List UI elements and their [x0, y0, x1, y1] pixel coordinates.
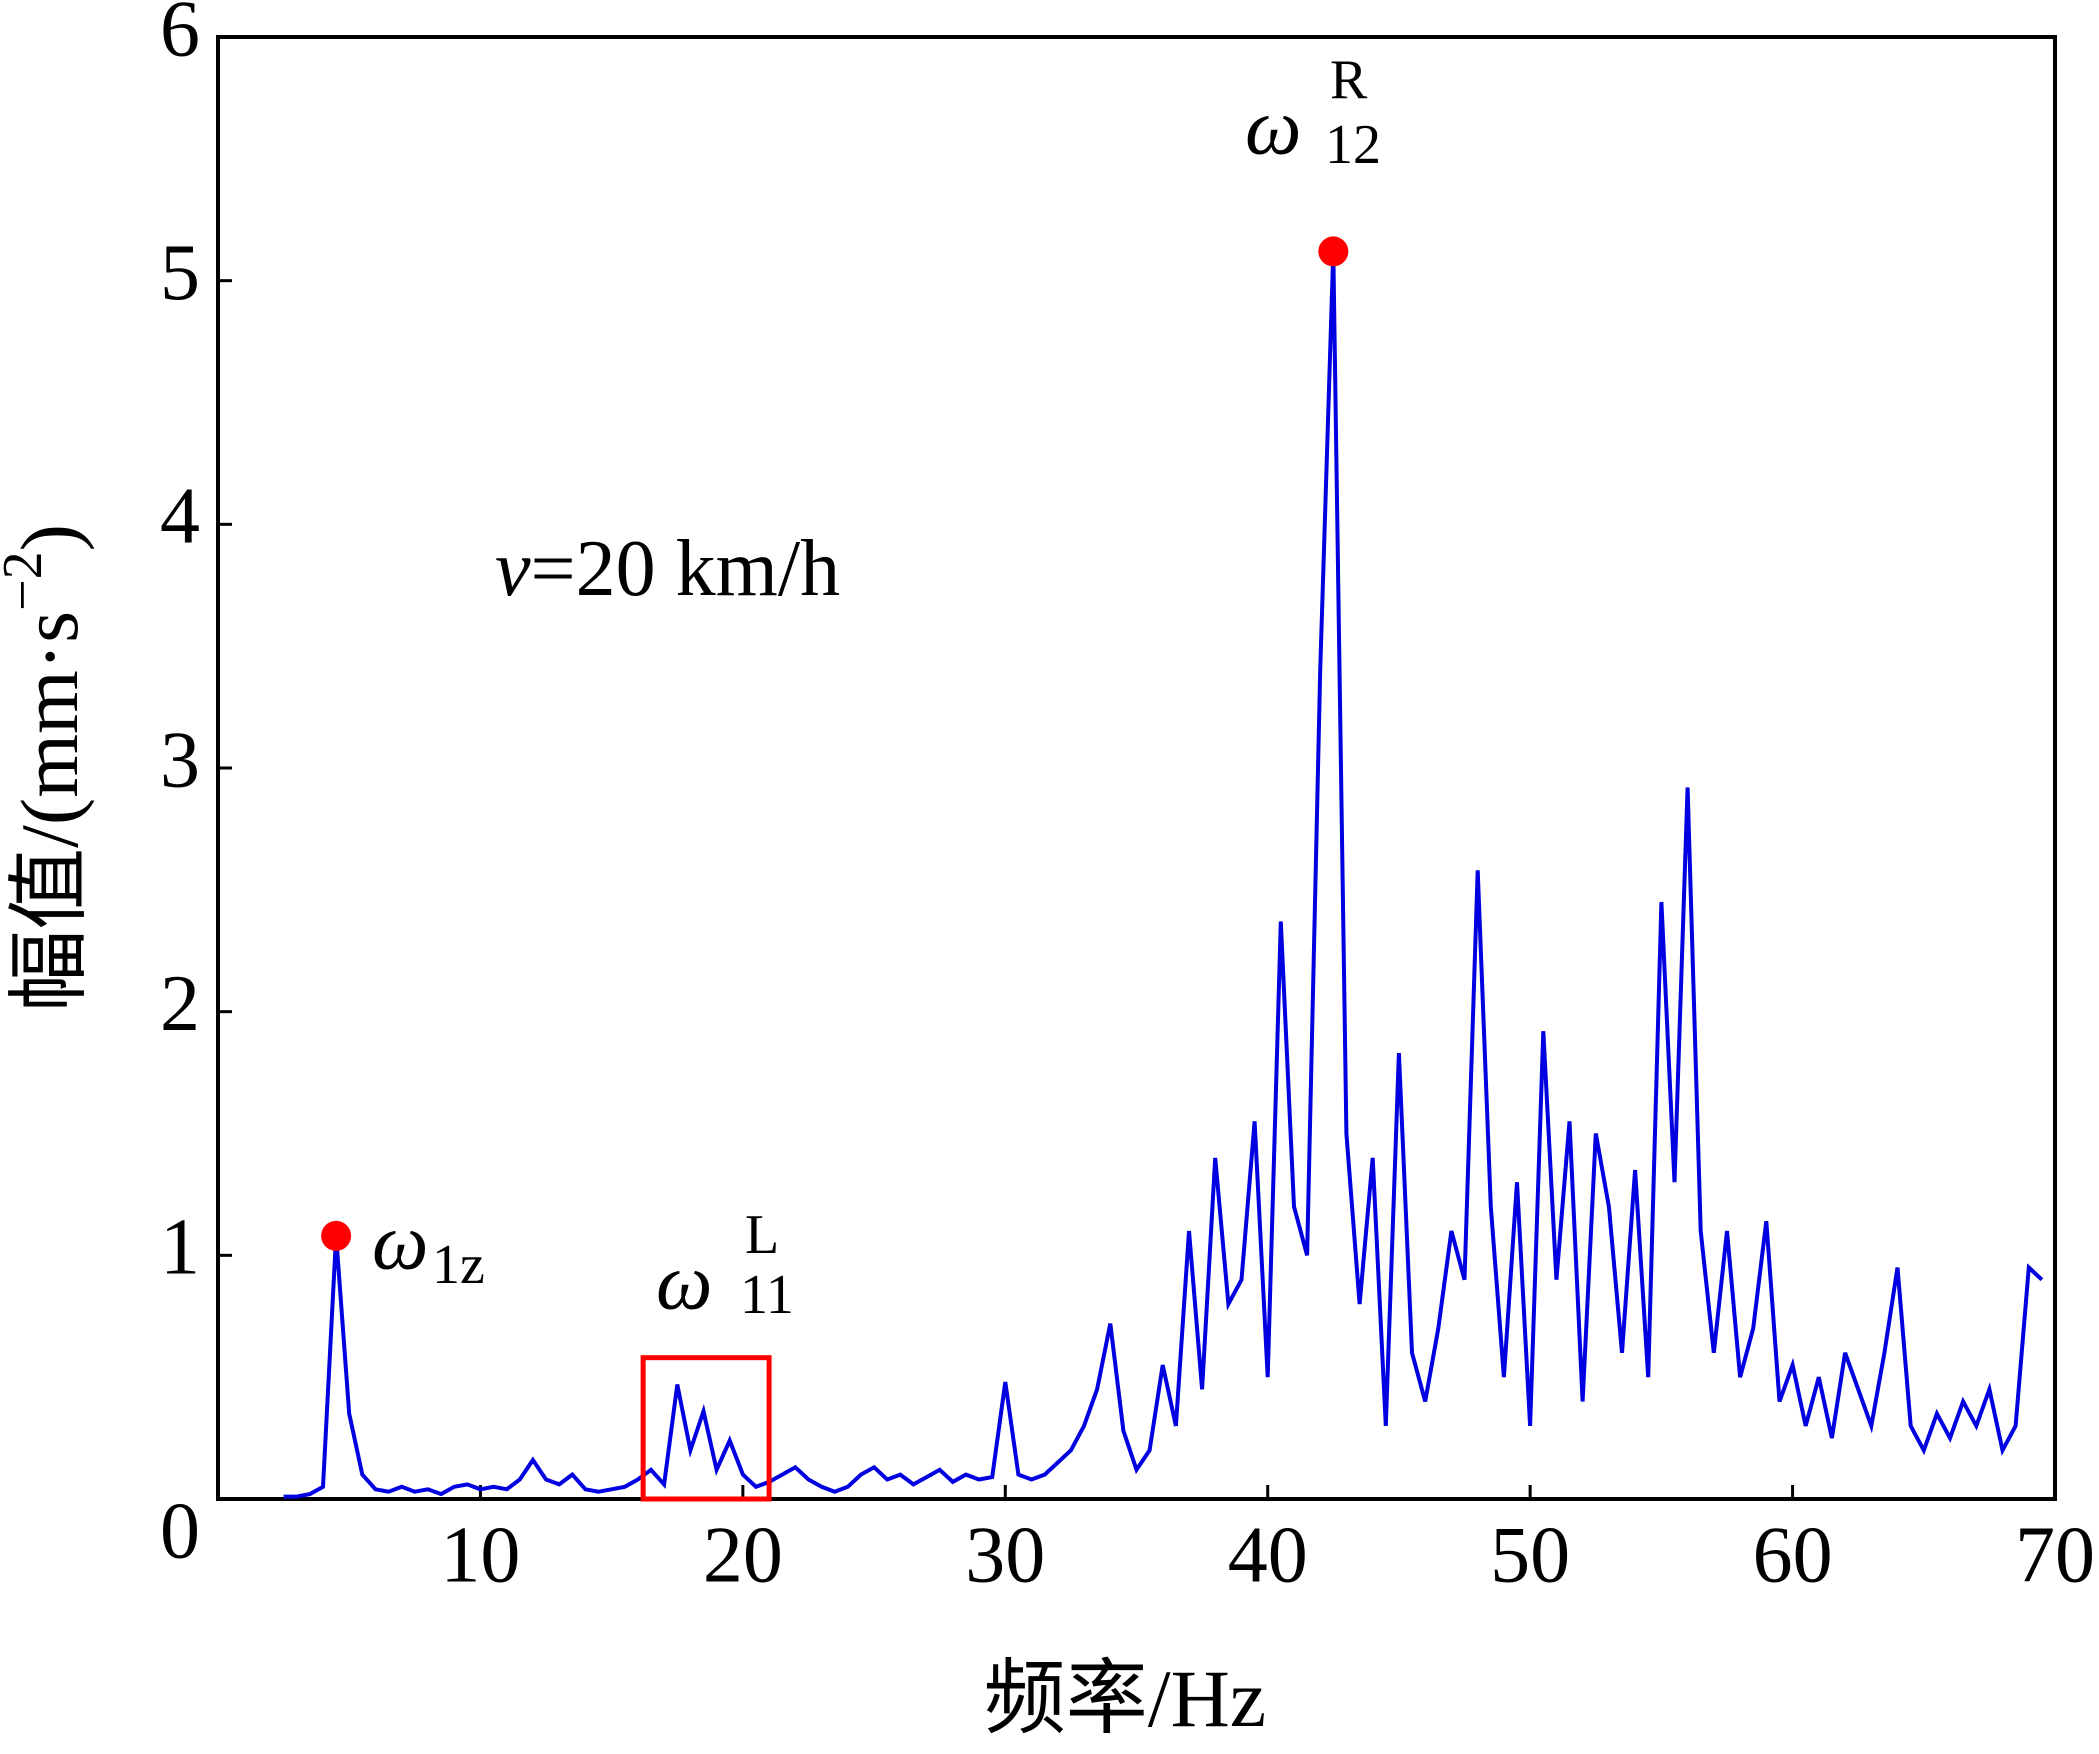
- y-label-sup: −2: [0, 551, 54, 611]
- x-tick-label: 30: [965, 1511, 1045, 1599]
- annotation-sup: R: [1330, 49, 1368, 111]
- annotation-sup: L: [745, 1204, 779, 1266]
- annotation-symbol: ω: [656, 1238, 712, 1326]
- y-tick-label: 4: [160, 473, 200, 561]
- y-tick-label: 1: [160, 1204, 200, 1292]
- speed-variable: v: [495, 525, 531, 613]
- plot-frame: [216, 35, 2057, 1501]
- highlight-box: [640, 1355, 772, 1502]
- x-tick-label: 40: [1228, 1511, 1308, 1599]
- annotation-sub: 12: [1325, 114, 1381, 176]
- x-tick-label: 20: [703, 1511, 783, 1599]
- peak-marker: [1318, 236, 1349, 267]
- annotation-sub: 1z: [432, 1234, 485, 1296]
- x-tick-label: 70: [2015, 1511, 2095, 1599]
- x-tick-label: 10: [440, 1511, 520, 1599]
- peak-marker: [321, 1220, 352, 1251]
- spectrum-line: [283, 251, 2044, 1499]
- annotation-symbol: ω: [372, 1198, 428, 1286]
- annotation-sub: 11: [740, 1264, 794, 1326]
- speed-label: v=20 km/h: [495, 525, 840, 613]
- x-tick-label: 60: [1753, 1511, 1833, 1599]
- x-axis-label: 频率/Hz: [984, 1653, 1266, 1744]
- speed-text: =20 km/h: [531, 525, 841, 613]
- y-tick-label: 0: [160, 1487, 200, 1575]
- y-axis-label: 幅值/(mm·s−2): [0, 524, 95, 1012]
- y-tick-label: 2: [160, 960, 200, 1048]
- y-tick-label: 6: [160, 0, 200, 73]
- x-tick-label: 50: [1490, 1511, 1570, 1599]
- y-label-close: ): [4, 524, 95, 551]
- y-label-text: 幅值/(mm·s: [4, 611, 95, 1012]
- annotation-symbol: ω: [1245, 83, 1301, 171]
- y-tick-label: 3: [160, 716, 200, 804]
- y-tick-label: 5: [160, 229, 200, 317]
